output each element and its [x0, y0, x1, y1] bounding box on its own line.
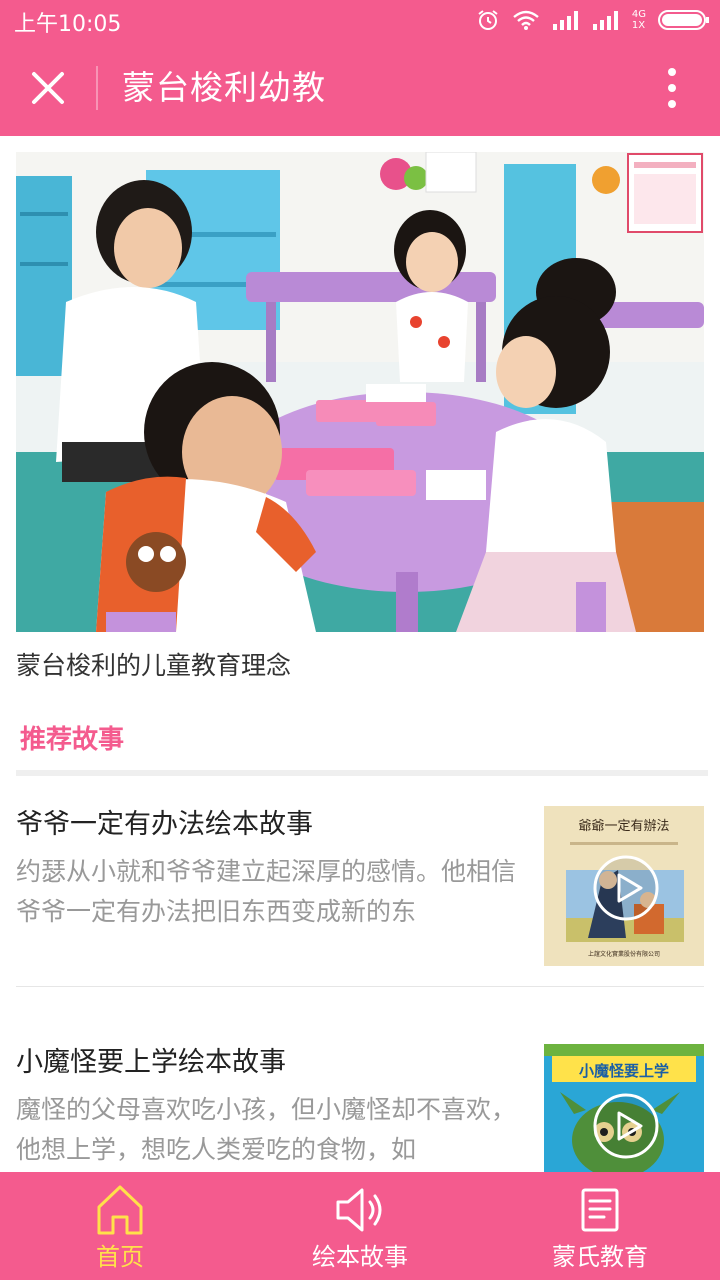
story-thumbnail: 爺爺一定有辦法 上誼文化實業股份有限公司 [544, 806, 704, 966]
book-cover-title: 小魔怪要上学 [579, 1062, 669, 1080]
book-cover-image: 爺爺一定有辦法 上誼文化實業股份有限公司 [544, 806, 704, 966]
tab-montessori-education[interactable]: 蒙氏教育 [480, 1172, 720, 1280]
story-divider [16, 986, 704, 987]
alarm-icon [478, 10, 498, 30]
tab-picture-books[interactable]: 绘本故事 [240, 1172, 480, 1280]
section-title: 推荐故事 [20, 725, 125, 755]
close-icon [32, 72, 64, 104]
tab-picture-books-label: 绘本故事 [312, 1243, 408, 1271]
tab-home-label: 首页 [96, 1243, 144, 1271]
story-title: 爷爷一定有办法绘本故事 [16, 809, 313, 840]
play-icon[interactable] [592, 854, 660, 922]
close-button[interactable] [20, 60, 76, 116]
book-cover-title: 爺爺一定有辦法 [578, 819, 669, 834]
network-1x-label: 1X [631, 20, 646, 31]
content: 蒙台梭利的儿童教育理念 推荐故事 爷爷一定有办法绘本故事 约瑟从小就和爷爷建立起… [0, 136, 720, 1172]
tab-home[interactable]: 首页 [0, 1172, 240, 1280]
document-icon [580, 1182, 620, 1238]
story-item[interactable]: 小魔怪要上学绘本故事 魔怪的父母喜欢吃小孩，但小魔怪却不喜欢，他想上学，想吃人类… [16, 1028, 704, 1172]
app-bar-divider [96, 66, 98, 110]
story-thumbnail: 小魔怪要上学 [544, 1044, 704, 1172]
home-icon [95, 1182, 145, 1238]
status-time: 上午10:05 [14, 12, 122, 37]
section-divider [16, 770, 708, 776]
bottom-tab-bar: 首页 绘本故事 蒙氏教育 [0, 1172, 720, 1280]
wifi-icon [513, 10, 539, 30]
signal-icon [592, 11, 618, 30]
story-description: 魔怪的父母喜欢吃小孩，但小魔怪却不喜欢，他想上学，想吃人类爱吃的食物，如 [16, 1095, 517, 1164]
status-icons: 4G 1X [476, 6, 710, 34]
hero-caption[interactable]: 蒙台梭利的儿童教育理念 [16, 651, 292, 680]
network-4g-label: 4G [631, 9, 646, 20]
hero-image[interactable] [16, 152, 704, 632]
more-vertical-icon [668, 68, 676, 108]
story-description: 约瑟从小就和爷爷建立起深厚的感情。他相信爷爷一定有办法把旧东西变成新的东 [16, 857, 517, 926]
app-title: 蒙台梭利幼教 [122, 68, 326, 107]
story-title: 小魔怪要上学绘本故事 [16, 1047, 286, 1078]
status-bar: 上午10:05 4G 1X [0, 0, 720, 40]
app-bar: 蒙台梭利幼教 [0, 40, 720, 136]
tab-montessori-education-label: 蒙氏教育 [552, 1243, 648, 1271]
book-cover-footer: 上誼文化實業股份有限公司 [588, 950, 660, 958]
classroom-photo [16, 152, 704, 632]
more-options-button[interactable] [648, 62, 696, 114]
signal-icon [552, 11, 578, 30]
battery-icon [658, 10, 709, 30]
network-type-label: 4G 1X [632, 9, 646, 31]
story-item[interactable]: 爷爷一定有办法绘本故事 约瑟从小就和爷爷建立起深厚的感情。他相信爷爷一定有办法把… [16, 790, 704, 990]
play-icon[interactable] [592, 1092, 660, 1160]
speaker-icon [334, 1182, 386, 1238]
